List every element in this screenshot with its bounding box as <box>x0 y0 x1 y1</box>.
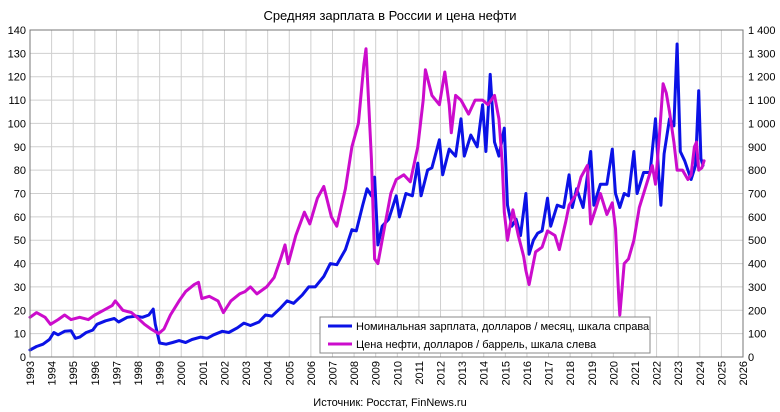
x-tick-label: 2019 <box>587 361 599 385</box>
x-tick-label: 1996 <box>90 361 102 385</box>
x-tick-label: 2003 <box>241 361 253 385</box>
x-tick-label: 2000 <box>176 361 188 385</box>
x-tick-label: 2006 <box>306 361 318 385</box>
y-right-tick-label: 200 <box>748 305 766 317</box>
y-right-tick-label: 600 <box>748 212 766 224</box>
legend: Номинальная зарплата, долларов / месяц, … <box>319 316 651 354</box>
x-tick-label: 2002 <box>219 361 231 385</box>
y-right-tick-label: 800 <box>748 165 766 177</box>
legend-label-wage: Номинальная зарплата, долларов / месяц, … <box>356 321 650 333</box>
x-tick-label: 2020 <box>608 361 620 385</box>
y-left-tick-label: 60 <box>14 212 26 224</box>
y-left-tick-label: 120 <box>8 72 26 84</box>
x-tick-label: 2009 <box>371 361 383 385</box>
x-tick-label: 1997 <box>111 361 123 385</box>
x-tick-label: 2016 <box>522 361 534 385</box>
y-left-tick-label: 80 <box>14 165 26 177</box>
x-tick-label: 1998 <box>133 361 145 385</box>
x-tick-label: 2010 <box>392 361 404 385</box>
y-left-tick-label: 10 <box>14 329 26 341</box>
x-tick-label: 1999 <box>155 361 167 385</box>
y-right-tick-label: 1 400 <box>748 25 776 37</box>
tick-labels: 0 10 20 30 40 50 60 70 80 90 100 110 120 130 140 0 100 20… <box>8 25 776 385</box>
x-tick-label: 2008 <box>349 361 361 385</box>
series-line-wage <box>28 42 705 352</box>
legend-label-oil: Цена нефти, долларов / баррель, шкала сл… <box>356 339 597 351</box>
y-left-tick-label: 40 <box>14 259 26 271</box>
x-tick-label: 2025 <box>716 361 728 385</box>
x-tick-label: 2007 <box>327 361 339 385</box>
y-left-tick-label: 110 <box>8 95 26 107</box>
legend-box <box>319 316 651 354</box>
y-left-tick-label: 70 <box>14 189 26 201</box>
x-tick-label: 2022 <box>652 361 664 385</box>
x-tick-label: 1993 <box>25 361 37 385</box>
x-tick-label: 2011 <box>414 361 426 385</box>
y-right-tick-label: 500 <box>748 235 766 247</box>
x-tick-label: 2021 <box>630 361 642 385</box>
y-right-tick-label: 400 <box>748 259 766 271</box>
y-right-tick-label: 700 <box>748 189 766 201</box>
y-right-tick-label: 1 100 <box>748 95 776 107</box>
plot-frame <box>29 29 744 358</box>
y-left-tick-label: 50 <box>14 235 26 247</box>
y-left-tick-label: 90 <box>14 142 26 154</box>
series-line-oil <box>28 47 706 336</box>
x-tick-label: 2017 <box>544 361 556 385</box>
x-tick-label: 2014 <box>479 361 491 385</box>
y-right-tick-label: 1 300 <box>748 48 776 60</box>
x-tick-label: 2001 <box>198 361 210 385</box>
y-right-tick-label: 1 000 <box>748 118 776 130</box>
x-tick-label: 1995 <box>68 361 80 385</box>
x-tick-label: 2013 <box>457 361 469 385</box>
chart-source: Источник: Росстат, FinNews.ru <box>313 397 466 409</box>
y-left-tick-label: 130 <box>8 48 26 60</box>
y-right-tick-label: 1 200 <box>748 72 776 84</box>
x-tick-label: 1994 <box>47 361 59 385</box>
y-left-tick-label: 20 <box>14 305 26 317</box>
y-right-tick-label: 900 <box>748 142 766 154</box>
y-left-tick-label: 0 <box>20 352 26 364</box>
y-left-tick-label: 100 <box>8 118 26 130</box>
y-left-tick-label: 30 <box>14 282 26 294</box>
y-right-tick-label: 0 <box>748 352 754 364</box>
x-tick-label: 2023 <box>673 361 685 385</box>
x-tick-label: 2005 <box>284 361 296 385</box>
x-tick-label: 2018 <box>565 361 577 385</box>
y-right-tick-label: 300 <box>748 282 766 294</box>
y-right-tick-label: 100 <box>748 329 766 341</box>
x-tick-label: 2004 <box>263 361 275 385</box>
x-tick-label: 2012 <box>436 361 448 385</box>
x-tick-label: 2015 <box>500 361 512 385</box>
y-left-tick-label: 140 <box>8 25 26 37</box>
x-tick-label: 2024 <box>695 361 707 385</box>
x-tick-label: 2026 <box>738 361 750 385</box>
series-lines <box>28 42 706 352</box>
chart-title: Средняя зарплата в России и цена нефти <box>263 8 516 23</box>
